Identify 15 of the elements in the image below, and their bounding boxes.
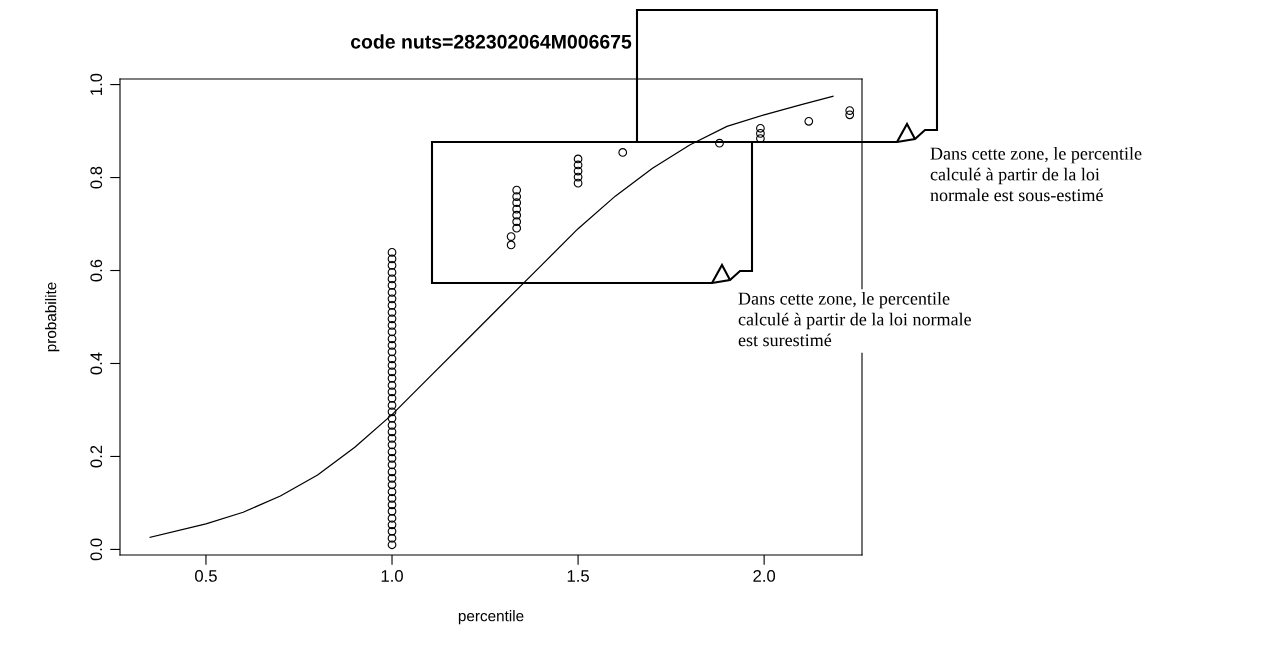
y-tick-label: 0.2 <box>90 445 103 468</box>
y-tick-label: 0.6 <box>90 259 103 282</box>
x-tick-label: 1.5 <box>567 570 589 582</box>
y-tick-label: 0.0 <box>90 538 103 561</box>
x-tick-label: 1.0 <box>381 570 403 582</box>
annotation: Dans cette zone, le percentile calculé à partir de la loi normale est surestimé <box>738 292 971 347</box>
x-tick-label: 2.0 <box>753 570 776 582</box>
y-tick-label: 0.8 <box>90 166 103 189</box>
y-tick-label: 1.0 <box>90 73 103 95</box>
y-axis-title: probabilite <box>45 282 60 352</box>
text: Dans cette zone, le percentile calculé à partir de la loi normale est sous-estimé <box>930 147 1142 202</box>
x-axis-title: percentile <box>458 610 524 625</box>
x-tick-label: 0.5 <box>195 570 217 582</box>
chart-title: code nuts=282302064M006675 <box>350 34 632 49</box>
y-tick-label: 0.4 <box>90 352 103 375</box>
